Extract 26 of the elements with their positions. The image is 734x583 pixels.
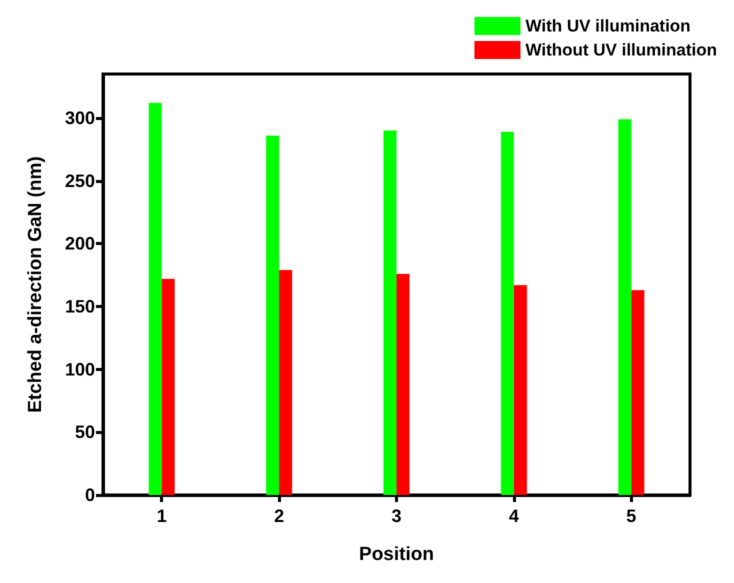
y-tick-label: 300 [64,108,95,128]
bar [148,102,162,495]
legend-label: With UV illumination [525,16,691,36]
y-tick-label: 250 [64,170,95,191]
y-tick-label: 50 [74,422,95,442]
bar [279,270,292,495]
bar [396,274,410,495]
x-axis-title: Position [359,544,434,565]
x-tick-label: 2 [274,506,284,526]
bar [514,285,527,495]
legend-label: Without UV illumination [525,40,718,60]
x-tick-label: 5 [626,506,636,526]
x-tick-label: 3 [391,506,402,526]
y-tick-label: 100 [64,359,95,380]
y-tick-label: 0 [84,485,95,505]
bar [384,130,396,495]
y-tick-label: 150 [64,296,95,316]
bar [266,136,280,495]
y-tick-label: 200 [64,234,95,254]
y-axis-title: Etched a-direction GaN (nm) [25,156,46,413]
x-tick-label: 1 [156,506,167,526]
bar [500,132,514,495]
bar [631,290,644,495]
bar [162,278,175,495]
bar [618,119,632,495]
x-tick-label: 4 [508,506,519,526]
